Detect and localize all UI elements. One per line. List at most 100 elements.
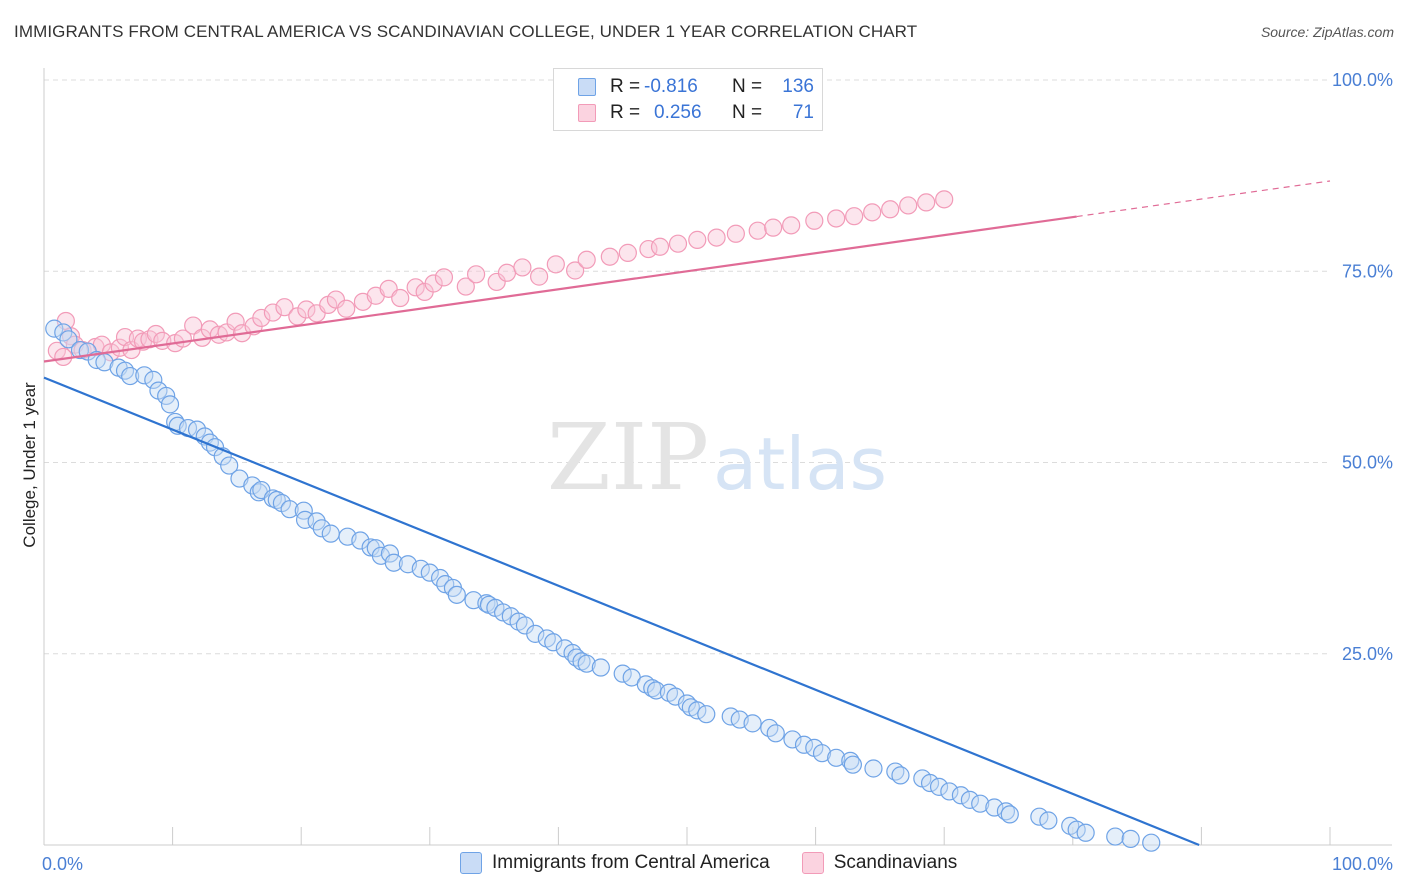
x-tick-label: 0.0% <box>42 854 83 874</box>
central-america-point <box>1039 811 1058 830</box>
legend-r-label: R = <box>610 102 641 123</box>
legend-n-value: 136 <box>782 76 814 97</box>
legend-swatch-pink <box>578 104 596 122</box>
legend-row-scandinavians: R = 0.256 N = 71 <box>578 100 814 126</box>
x-tick-label: 100.0% <box>1332 854 1393 874</box>
central-america-point <box>59 330 78 349</box>
central-america-point <box>577 654 596 673</box>
scandinavians-point <box>935 190 954 209</box>
central-america-point <box>1106 827 1125 846</box>
scandinavians-point <box>391 288 410 308</box>
trend-line-central-america <box>43 376 1200 847</box>
scandinavians-point <box>546 255 565 274</box>
legend-swatch-blue <box>578 78 596 96</box>
central-america-point <box>960 790 980 809</box>
central-america-point <box>1142 833 1161 852</box>
legend-r-value: 0.256 <box>654 102 702 123</box>
scandinavians-point <box>337 299 356 318</box>
scandinavians-point <box>726 224 745 243</box>
scandinavians-point <box>326 290 346 309</box>
scandinavians-point <box>275 298 294 317</box>
scandinavians-point <box>668 234 688 253</box>
scandinavians-point <box>764 218 783 237</box>
central-america-point <box>70 340 90 360</box>
scandinavians-point <box>577 250 596 269</box>
central-america-point <box>929 777 949 796</box>
central-america-point <box>121 366 140 386</box>
central-america-point <box>115 361 135 380</box>
scandinavians-point <box>146 324 165 344</box>
central-america-point <box>971 794 990 813</box>
scandinavians-point <box>487 272 506 292</box>
legend-n-label: N = <box>732 102 763 123</box>
central-america-point <box>384 553 403 572</box>
central-america-point <box>380 544 400 563</box>
central-america-point <box>794 735 814 754</box>
central-america-point <box>940 782 959 801</box>
central-america-point <box>1030 807 1049 826</box>
central-america-point <box>743 714 762 733</box>
y-tick-label: 25.0% <box>1342 644 1393 664</box>
central-america-point <box>951 786 971 805</box>
central-america-point <box>1000 805 1019 824</box>
watermark: ZIP atlas <box>547 404 887 511</box>
y-axis-label: College, Under 1 year <box>20 382 39 548</box>
central-america-point <box>666 687 685 706</box>
scandinavians-point <box>639 239 658 259</box>
central-america-point <box>187 420 207 439</box>
central-america-point <box>688 701 707 720</box>
scandinavians-point <box>827 209 846 228</box>
central-america-point <box>267 490 286 510</box>
scandinavians-point <box>782 216 801 235</box>
central-america-point <box>1076 823 1095 842</box>
scandinavians-point <box>513 258 532 277</box>
central-america-point <box>985 798 1004 817</box>
central-america-point <box>1121 829 1140 848</box>
central-america-point <box>843 755 862 774</box>
central-america-point <box>411 559 430 578</box>
central-america-point <box>312 519 331 538</box>
central-america-point <box>613 664 632 683</box>
central-america-point <box>812 744 832 763</box>
trend-lines <box>43 180 1331 847</box>
tick-labels: 25.0% 50.0% 75.0% 100.0% 0.0% 100.0% <box>42 70 1393 874</box>
scandinavians-point <box>497 263 517 282</box>
scandinavians-point <box>406 278 425 297</box>
legend-r-label: R = <box>610 76 641 97</box>
central-america-point <box>864 759 883 778</box>
central-america-point <box>526 624 545 643</box>
scandinavians-point <box>688 230 707 249</box>
y-tick-label: 50.0% <box>1342 453 1393 473</box>
scandinavians-point <box>530 267 549 286</box>
central-america-point <box>144 370 163 389</box>
central-america-point <box>295 510 315 529</box>
trend-line-scandinavians-dashed <box>1076 180 1331 218</box>
y-tick-label: 75.0% <box>1342 261 1393 281</box>
central-america-point <box>766 724 785 743</box>
scandinavians-point <box>805 211 824 230</box>
central-america-point <box>920 773 940 793</box>
central-america-points <box>45 319 1161 852</box>
scandinavians-point <box>650 237 670 256</box>
scandinavians-point <box>748 221 767 240</box>
central-america-point <box>280 500 299 519</box>
legend-r-value: -0.816 <box>644 76 698 97</box>
scandinavians-point <box>424 274 443 293</box>
y-tick-label: 100.0% <box>1332 70 1393 90</box>
legend-swatch-blue <box>460 852 482 874</box>
scandinavians-point <box>434 268 454 287</box>
legend-n-value: 71 <box>792 102 814 123</box>
legend-swatch-pink <box>801 852 824 874</box>
scandinavians-point <box>466 265 486 284</box>
central-america-point <box>447 585 466 604</box>
scandinavians-point <box>600 247 619 266</box>
trend-line-scandinavians <box>43 215 1077 363</box>
central-america-point <box>160 395 180 414</box>
central-america-point <box>420 563 439 582</box>
central-america-point <box>135 366 154 385</box>
series-legend: Immigrants from Central America Scandina… <box>460 852 989 874</box>
scandinavians-point <box>297 300 316 319</box>
scandinavians-point <box>845 207 864 226</box>
central-america-point <box>351 531 370 550</box>
